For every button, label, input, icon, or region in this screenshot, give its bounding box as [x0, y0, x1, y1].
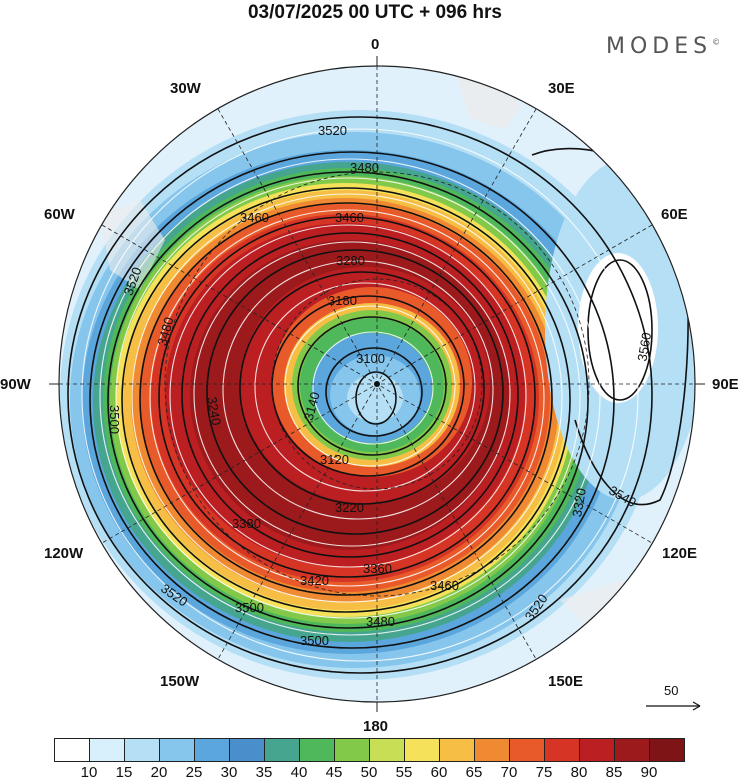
contour-label: 3100	[356, 351, 385, 366]
colorbar-label: 15	[115, 764, 133, 781]
colorbar-label: 10	[80, 764, 98, 781]
colorbar-cell	[649, 738, 685, 762]
colorbar-cell	[194, 738, 230, 762]
colorbar-label: 85	[605, 764, 623, 781]
colorbar-label: 75	[535, 764, 553, 781]
colorbar-label: 20	[150, 764, 168, 781]
colorbar-cell	[124, 738, 160, 762]
contour-label: 3480	[155, 315, 177, 347]
colorbar-cell	[614, 738, 650, 762]
colorbar-cell	[229, 738, 265, 762]
contour-label: 3460	[335, 210, 364, 225]
contour-label: 3480	[350, 160, 379, 175]
colorbar-cell	[299, 738, 335, 762]
contour-label: 3280	[336, 253, 365, 268]
lon-label-30e: 30E	[548, 80, 575, 97]
reference-vector-label: 50	[664, 683, 679, 698]
colorbar-label: 55	[395, 764, 413, 781]
colorbar-cell	[264, 738, 300, 762]
contour-label: 3560	[634, 331, 654, 362]
contour-label: 3460	[430, 578, 459, 593]
contour-label: 3140	[301, 390, 323, 422]
contour-label: 3520	[318, 123, 347, 138]
contour-labels: 3520 3480 3460 3460 3280 3180 3100 3140 …	[107, 123, 654, 648]
colorbar-cell	[159, 738, 195, 762]
contour-label: 3460	[240, 210, 269, 225]
colorbar-label: 35	[255, 764, 273, 781]
contour-label: 3360	[363, 561, 392, 576]
colorbar-cell	[89, 738, 125, 762]
colorbar-label: 45	[325, 764, 343, 781]
colorbar-label: 65	[465, 764, 483, 781]
contour-label: 3320	[569, 487, 589, 518]
contour-label: 3500	[300, 633, 329, 648]
colorbar-label: 30	[220, 764, 238, 781]
colorbar-label: 60	[430, 764, 448, 781]
brand-mark: ©	[712, 37, 721, 47]
colorbar-label: 25	[185, 764, 203, 781]
lon-label-30w: 30W	[170, 80, 202, 97]
contour-label: 3380	[232, 516, 261, 531]
colorbar-cell	[369, 738, 405, 762]
south-pole-marker	[374, 381, 380, 387]
map-title: 03/07/2025 00 UTC + 096 hrs	[247, 2, 503, 23]
colorbar-cell	[404, 738, 440, 762]
colorbar-label: 40	[290, 764, 308, 781]
colorbar-label: 80	[570, 764, 588, 781]
brand-text: MODES	[606, 34, 713, 59]
contour-label: 3480	[366, 614, 395, 629]
longitude-labels: 0 30E 60E 90E 120E 150E 180 150W 120W 90…	[0, 36, 739, 735]
colorbar-cell	[439, 738, 475, 762]
contour-label: 3240	[204, 395, 224, 426]
lon-label-60e: 60E	[661, 206, 688, 223]
colorbar-labels: 10 15 20 25 30 35 40 45 50 55 60 65 70 75 80 85 90	[54, 764, 714, 782]
contour-label: 3220	[335, 500, 364, 515]
colorbar-label: 70	[500, 764, 518, 781]
lon-label-150e: 150E	[548, 673, 583, 690]
lon-label-90e: 90E	[712, 376, 739, 393]
lon-label-60w: 60W	[44, 206, 76, 223]
lon-label-180: 180	[363, 718, 388, 735]
lon-label-120w: 120W	[44, 545, 84, 562]
colorbar-cell	[544, 738, 580, 762]
contour-label: 3180	[328, 293, 357, 308]
colorbar	[54, 738, 685, 762]
colorbar-cell	[334, 738, 370, 762]
colorbar-label: 90	[640, 764, 658, 781]
colorbar-cell	[54, 738, 90, 762]
wind-vectors	[81, 128, 639, 662]
colorbar-cell	[579, 738, 615, 762]
lon-label-90w: 90W	[0, 376, 32, 393]
colorbar-cell	[474, 738, 510, 762]
lon-label-120e: 120E	[662, 545, 697, 562]
reference-vector-arrow	[646, 701, 701, 711]
colorbar-label: 50	[360, 764, 378, 781]
contour-label: 3500	[235, 600, 264, 615]
polar-map: 3520 3480 3460 3460 3280 3180 3100 3140 …	[0, 36, 739, 735]
lon-label-0: 0	[371, 36, 379, 53]
colorbar-cell	[509, 738, 545, 762]
contour-label: 3420	[300, 573, 329, 588]
brand-logo: MODES©	[606, 34, 720, 59]
contour-label: 3120	[320, 452, 349, 467]
lon-label-150w: 150W	[160, 673, 200, 690]
contour-label: 3500	[107, 405, 122, 434]
